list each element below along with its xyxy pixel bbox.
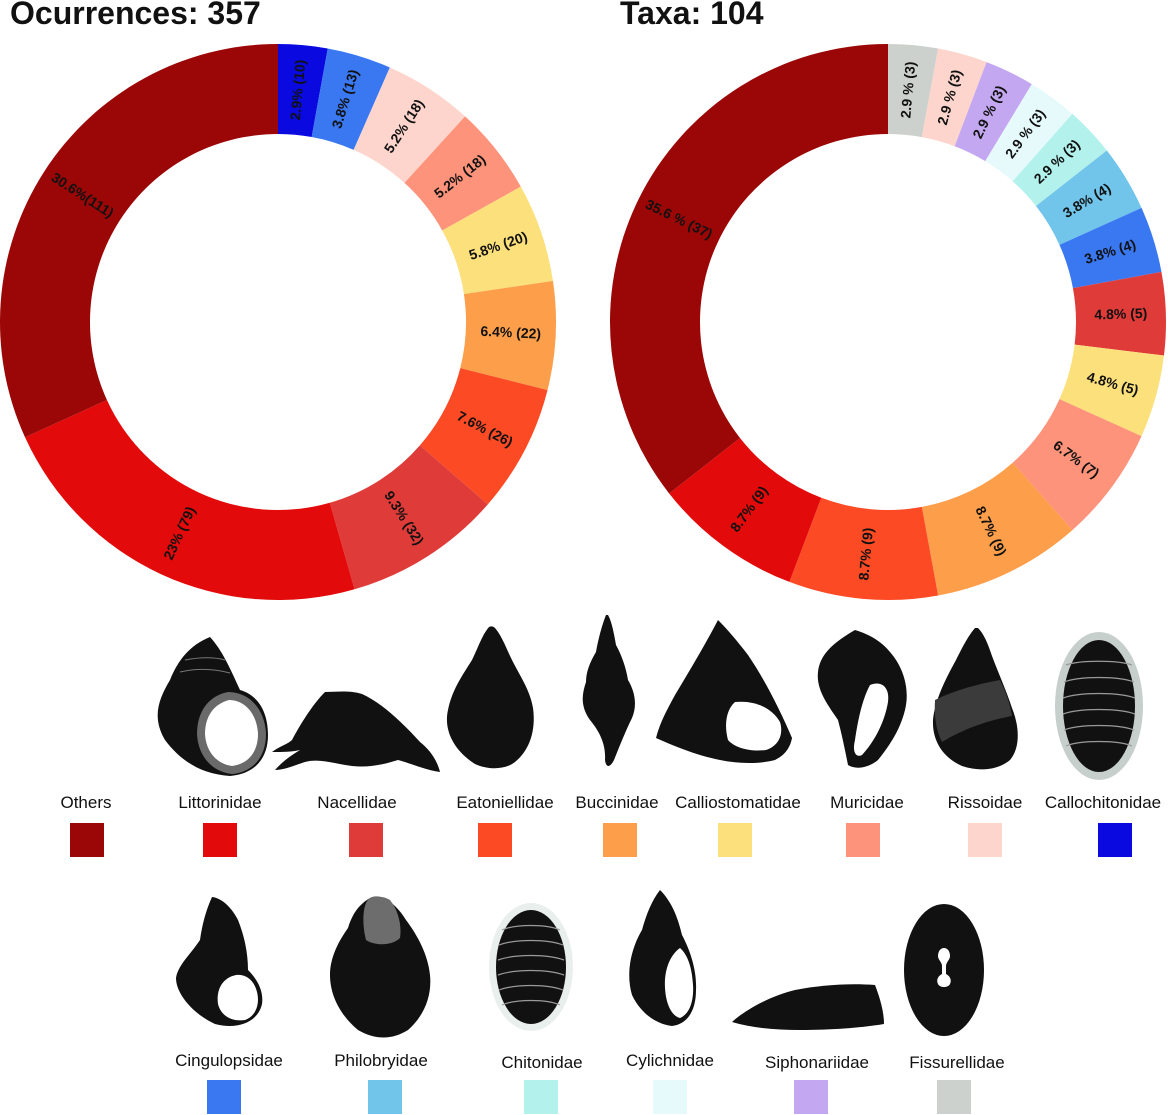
taxa-slice-buccinidae xyxy=(921,462,1073,596)
legend-swatch-littorinidae xyxy=(203,823,237,857)
taxa-slice-nacellidae xyxy=(1072,271,1166,356)
legend-swatch-siphonariidae xyxy=(794,1080,828,1114)
occurrences-slice-cingulopsidae xyxy=(311,48,390,150)
taxa-slice-label-eatoniellidae: 8.7% (9) xyxy=(855,527,876,581)
limpet-shell-icon xyxy=(272,691,440,772)
legend-label-rissoidae: Rissoidae xyxy=(948,793,1023,812)
legend-swatch-eatoniellidae xyxy=(478,823,512,857)
taxa-slice-calliostomatidae xyxy=(1059,344,1164,437)
taxa-slice-rissoidae xyxy=(921,48,987,147)
chiton-icon xyxy=(489,903,573,1031)
legend-label-philobryidae: Philobryidae xyxy=(334,1051,428,1070)
donut-chart-occurrences: 2.9% (10) 3.8% (13) 5.2% (18)5.2% (18)5.8%… xyxy=(0,44,556,600)
legend-swatch-buccinidae xyxy=(603,823,637,857)
legend-label-cingulopsidae: Cingulopsidae xyxy=(175,1051,283,1070)
legend-label-chitonidae: Chitonidae xyxy=(501,1053,582,1072)
cingulopsid-shell-icon xyxy=(176,897,263,1026)
murex-shell-icon xyxy=(817,630,907,768)
legend-swatch-fissurellidae xyxy=(937,1080,971,1114)
legend-label-fissurellidae: Fissurellidae xyxy=(909,1053,1004,1072)
legend-label-littorinidae: Littorinidae xyxy=(178,793,261,812)
small-spire-shell-icon xyxy=(446,626,534,769)
bivalve-shell-icon xyxy=(330,896,431,1038)
occurrences-slice-buccinidae xyxy=(460,280,556,391)
legend-label-cylichnidae: Cylichnidae xyxy=(626,1051,714,1070)
occurrences-slice-label-buccinidae: 6.4% (22) xyxy=(480,323,541,342)
taxa-slice-fissurellidae xyxy=(888,44,939,138)
taxa-slice-littorinidae xyxy=(669,437,822,582)
legend-swatch-muricidae xyxy=(846,823,880,857)
rissoid-shell-icon xyxy=(932,628,1018,770)
false-limpet-icon xyxy=(732,984,884,1030)
keyhole-limpet-icon xyxy=(904,904,984,1036)
occurrences-slice-callochitonidae xyxy=(278,44,328,138)
occurrences-slice-littorinidae xyxy=(25,399,355,600)
legend-swatch-nacellidae xyxy=(349,823,383,857)
taxa-slice-label-fissurellidae: 2.9 % (3) xyxy=(897,61,918,119)
legend-swatch-cingulopsidae xyxy=(207,1080,241,1114)
occurrences-slice-rissoidae xyxy=(353,67,466,183)
legend-swatch-philobryidae xyxy=(368,1080,402,1114)
legend-label-calliostomatidae: Calliostomatidae xyxy=(675,793,801,812)
legend-swatch-calliostomatidae xyxy=(718,823,752,857)
legend-label-nacellidae: Nacellidae xyxy=(317,793,396,812)
legend-swatch-callochitonidae xyxy=(1098,823,1132,857)
legend-label-muricidae: Muricidae xyxy=(830,793,904,812)
bubble-shell-icon xyxy=(629,890,697,1026)
occurrences-slice-label-callochitonidae: 2.9% (10) xyxy=(287,59,308,121)
chart-title-taxa: Taxa: 104 xyxy=(620,0,764,31)
legend-swatch-others xyxy=(70,823,104,857)
taxa-slice-philobryidae xyxy=(1035,150,1142,245)
legend-swatch-cylichnidae xyxy=(653,1080,687,1114)
legend-label-siphonariidae: Siphonariidae xyxy=(765,1053,869,1072)
taxa-slice-others xyxy=(610,44,888,494)
legend-label-callochitonidae: Callochitonidae xyxy=(1045,793,1161,812)
whelk-shell-icon xyxy=(582,615,635,766)
legend-swatch-rissoidae xyxy=(968,823,1002,857)
occurrences-slice-nacellidae xyxy=(329,445,488,590)
legend-swatch-chitonidae xyxy=(524,1080,558,1114)
chiton-icon xyxy=(1055,632,1143,780)
occurrences-slice-others xyxy=(0,44,279,438)
legend: Others Littorinidae Nacellidae Eatoniell… xyxy=(60,615,1161,1114)
taxa-slice-muricidae xyxy=(1012,399,1142,531)
taxa-slice-cingulopsidae xyxy=(1059,207,1162,289)
occurrences-slice-muricidae xyxy=(404,116,521,231)
taxa-slice-eatoniellidae xyxy=(789,497,939,601)
donut-chart-taxa: 2.9 % (3) 2.9 % (3) 2.9 % (3)2.9 % (3)2.9 … xyxy=(610,44,1166,601)
taxa-slice-chitonidae xyxy=(1012,113,1107,207)
legend-label-others: Others xyxy=(60,793,111,812)
taxa-slice-siphonariidae xyxy=(954,62,1032,162)
taxa-slice-cylichnidae xyxy=(985,84,1073,182)
taxa-slice-label-nacellidae: 4.8% (5) xyxy=(1094,305,1147,323)
chart-title-occurrences: Ocurrences: 357 xyxy=(10,0,261,31)
periwinkle-shell-icon xyxy=(157,637,268,776)
legend-label-buccinidae: Buccinidae xyxy=(575,793,658,812)
occurrences-slice-calliostomatidae xyxy=(442,186,553,295)
occurrences-slice-eatoniellidae xyxy=(419,368,548,505)
legend-label-eatoniellidae: Eatoniellidae xyxy=(456,793,553,812)
top-shell-icon xyxy=(656,620,792,763)
